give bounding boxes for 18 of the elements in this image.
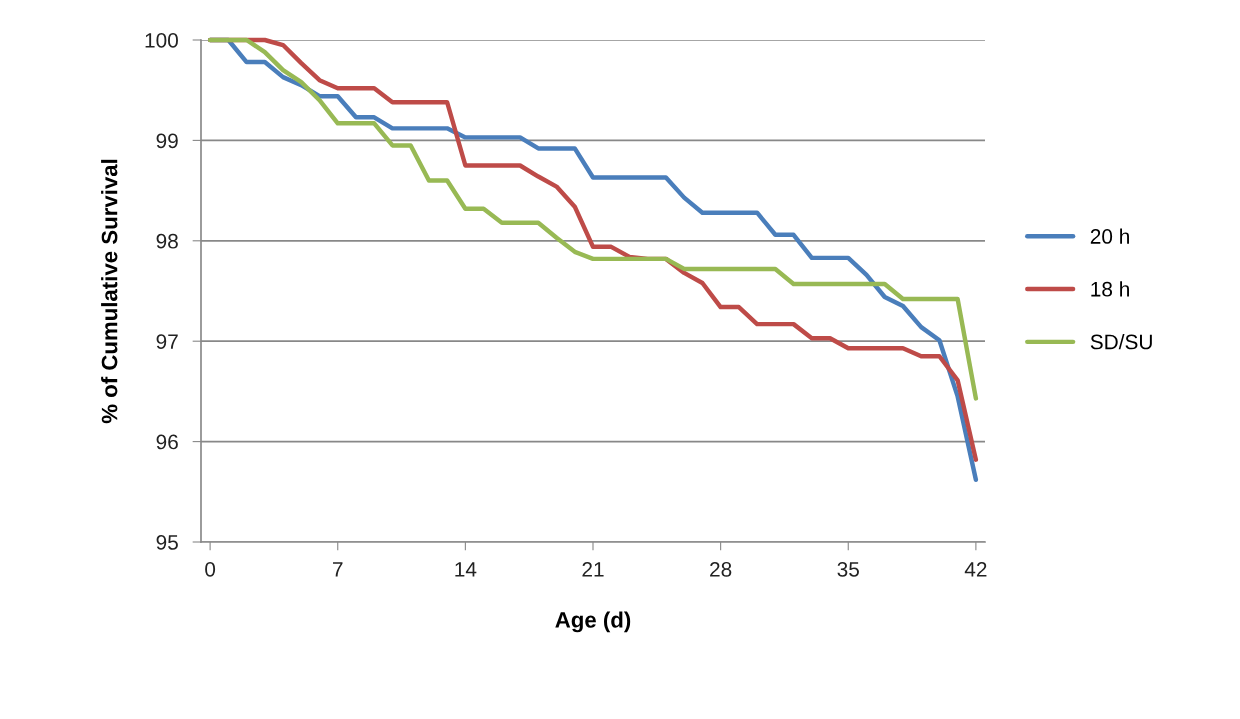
legend-label: 18 h [1091,281,1129,297]
x-tick-label: 28 [710,561,732,577]
x-tick-label: 35 [837,561,859,577]
y-tick-label: 100 [145,33,178,48]
x-tick-label: 0 [205,561,216,577]
legend-label: SD/SU [1090,334,1152,350]
y-tick-label: 98 [156,233,178,249]
x-axis-title: Age (d) [555,611,631,633]
legend-label: 20 h [1090,228,1129,244]
y-tick-label: 96 [156,434,178,450]
y-tick-label: 99 [156,133,178,149]
x-tick-label: 7 [333,562,343,577]
y-tick-label: 97 [156,334,178,349]
x-tick-label: 14 [455,562,477,577]
x-tick-label: 21 [582,561,604,577]
x-tick-label: 42 [964,561,987,577]
y-tick-label: 95 [156,535,178,550]
y-axis-title: % of Cumulative Survival [101,159,118,424]
